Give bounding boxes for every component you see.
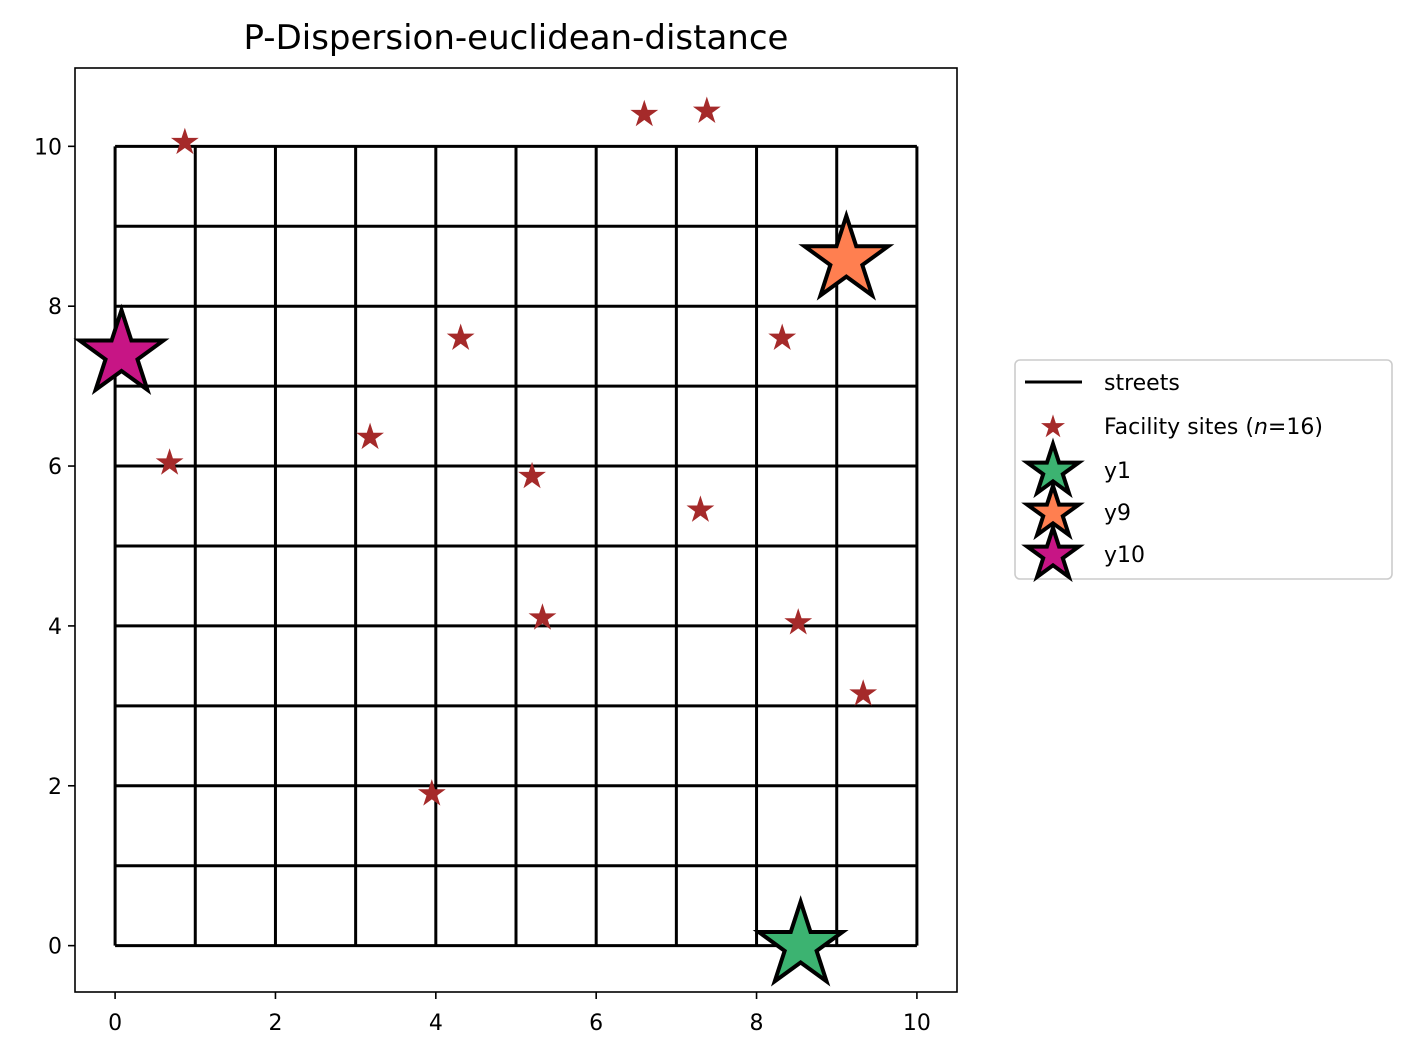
facility-site-point-7 bbox=[518, 461, 546, 489]
selected-site-y1 bbox=[752, 895, 849, 987]
x-tick-label-8: 8 bbox=[750, 1011, 764, 1036]
x-tick-label-4: 4 bbox=[429, 1011, 443, 1036]
facility-site-point-6 bbox=[155, 448, 184, 475]
legend-label-y10: y10 bbox=[1104, 543, 1145, 568]
y-axis-ticks: 0 2 4 6 8 10 bbox=[34, 135, 75, 960]
y-tick-label-4: 4 bbox=[48, 615, 62, 640]
facility-site-point-10 bbox=[784, 608, 813, 635]
x-tick-label-6: 6 bbox=[589, 1011, 603, 1036]
facility-site-point-4 bbox=[768, 323, 797, 350]
legend-facility-sites-swatch bbox=[1041, 414, 1065, 438]
legend-label-streets: streets bbox=[1104, 371, 1180, 396]
y-tick-label-8: 8 bbox=[48, 295, 62, 320]
y-tick-label-10: 10 bbox=[34, 135, 62, 160]
facility-site-point-1 bbox=[630, 99, 659, 127]
streets-layer bbox=[113, 144, 919, 948]
legend-label-facility-sites: Facility sites (n=16) bbox=[1104, 415, 1323, 440]
legend-box bbox=[1014, 359, 1393, 580]
facility-site-point-8 bbox=[686, 495, 715, 522]
facility-site-point-11 bbox=[849, 679, 878, 706]
facility-site-point-5 bbox=[356, 422, 384, 450]
y-tick-label-6: 6 bbox=[48, 455, 62, 480]
facility-site-point-0 bbox=[170, 127, 199, 155]
selected-site-y9 bbox=[798, 209, 895, 301]
x-tick-label-2: 2 bbox=[268, 1011, 282, 1036]
x-tick-label-0: 0 bbox=[108, 1011, 122, 1036]
legend-y10-star bbox=[1021, 521, 1085, 583]
facility-site-point-3 bbox=[446, 323, 475, 350]
legend-sites-star bbox=[1041, 414, 1065, 438]
facility-site-point-12 bbox=[417, 779, 446, 806]
legend-label-y1: y1 bbox=[1104, 459, 1131, 484]
y-tick-label-2: 2 bbox=[48, 775, 62, 800]
legend-y10-swatch bbox=[1021, 521, 1085, 583]
x-axis-ticks: 0 2 4 6 8 10 bbox=[108, 992, 931, 1036]
selected-site-y10 bbox=[73, 303, 170, 395]
axes-frame bbox=[74, 67, 958, 993]
points-layer bbox=[73, 96, 895, 987]
legend-label-y9: y9 bbox=[1104, 501, 1131, 526]
legend: streets Facility sites (n=16) y1 y9 y10 bbox=[1014, 359, 1393, 583]
chart-title: P-Dispersion-euclidean-distance bbox=[244, 18, 789, 58]
y-tick-label-0: 0 bbox=[48, 935, 62, 960]
facility-site-point-2 bbox=[692, 96, 721, 123]
facility-site-point-9 bbox=[528, 603, 557, 630]
x-tick-label-10: 10 bbox=[903, 1011, 931, 1036]
